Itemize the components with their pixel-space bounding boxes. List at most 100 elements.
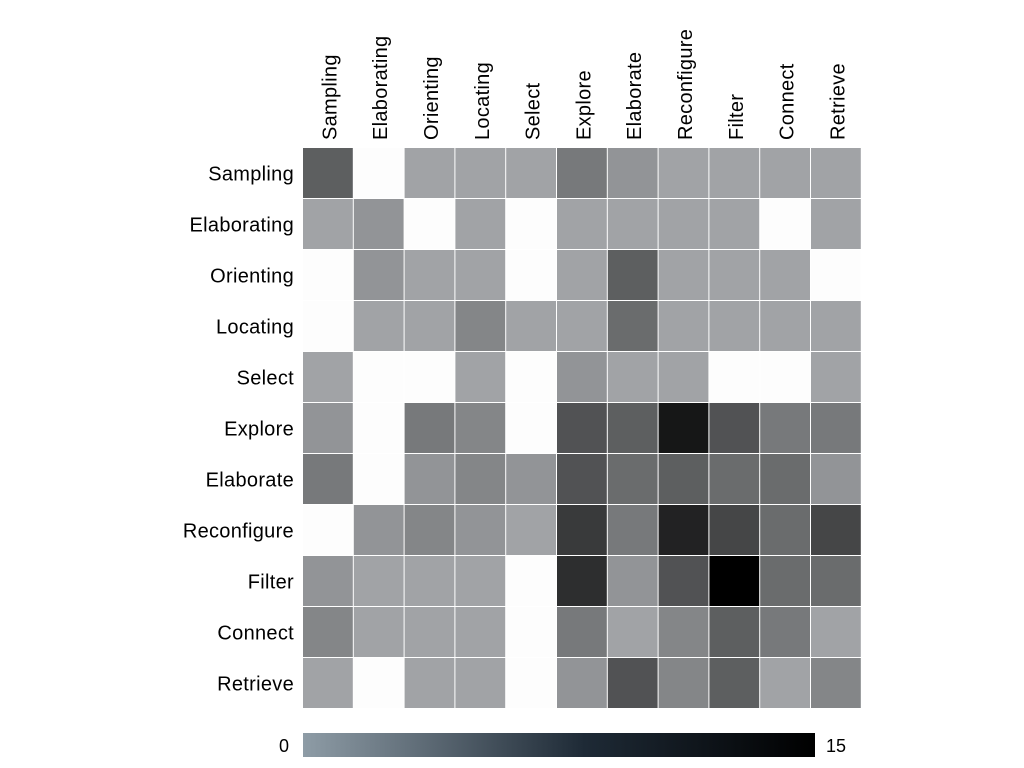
heatmap-cell-5-0 [303, 403, 353, 453]
heatmap-cell-4-7 [658, 352, 709, 402]
heatmap-cells [303, 148, 861, 708]
row-label: Select [237, 368, 295, 390]
column-label: Sampling [319, 54, 341, 140]
heatmap-cell-9-6 [607, 607, 658, 657]
row-label: Retrieve [217, 674, 294, 696]
heatmap-cell-2-3 [455, 250, 506, 300]
heatmap-cell-10-10 [811, 658, 861, 708]
heatmap-cell-0-8 [709, 148, 760, 198]
heatmap-cell-1-4 [506, 199, 556, 249]
heatmap-cell-5-6 [607, 403, 658, 453]
heatmap-cell-7-9 [760, 505, 810, 555]
heatmap-cell-2-0 [303, 250, 353, 300]
heatmap-cell-2-7 [658, 250, 709, 300]
heatmap-cell-7-4 [506, 505, 556, 555]
heatmap-cell-6-3 [455, 454, 506, 504]
heatmap-cell-3-1 [353, 301, 404, 351]
heatmap-cell-10-9 [760, 658, 810, 708]
heatmap-cell-6-7 [658, 454, 709, 504]
heatmap-cell-10-5 [557, 658, 607, 708]
heatmap-cell-1-0 [303, 199, 353, 249]
heatmap-cell-6-0 [303, 454, 353, 504]
heatmap-cell-0-2 [404, 148, 455, 198]
heatmap-cell-9-8 [709, 607, 760, 657]
heatmap-cell-9-5 [557, 607, 607, 657]
heatmap-cell-0-4 [506, 148, 556, 198]
heatmap-cell-4-5 [557, 352, 607, 402]
column-label: Retrieve [827, 63, 849, 140]
heatmap-cell-8-8 [709, 556, 760, 606]
heatmap-cell-5-2 [404, 403, 455, 453]
heatmap-cell-3-8 [709, 301, 760, 351]
heatmap-cell-8-5 [557, 556, 607, 606]
heatmap-cell-8-10 [811, 556, 861, 606]
heatmap-cell-10-4 [506, 658, 556, 708]
heatmap-cell-9-3 [455, 607, 506, 657]
heatmap-cell-8-9 [760, 556, 810, 606]
heatmap-cell-10-2 [404, 658, 455, 708]
heatmap-cell-3-7 [658, 301, 709, 351]
heatmap-cell-8-1 [353, 556, 404, 606]
row-label: Connect [217, 623, 294, 645]
row-label: Elaborate [206, 470, 294, 492]
row-label: Sampling [208, 164, 294, 186]
heatmap-cell-5-5 [557, 403, 607, 453]
heatmap-cell-7-10 [811, 505, 861, 555]
heatmap-cell-6-1 [353, 454, 404, 504]
heatmap-cell-7-0 [303, 505, 353, 555]
heatmap-cell-3-5 [557, 301, 607, 351]
column-label: Elaborate [624, 52, 646, 140]
colorbar-gradient [303, 733, 815, 757]
colorbar-max-label: 15 [826, 736, 846, 756]
heatmap-cell-8-0 [303, 556, 353, 606]
heatmap-cell-10-8 [709, 658, 760, 708]
heatmap-cell-4-10 [811, 352, 861, 402]
heatmap-cell-9-7 [658, 607, 709, 657]
heatmap-cell-1-6 [607, 199, 658, 249]
heatmap-cell-1-3 [455, 199, 506, 249]
heatmap-cell-7-8 [709, 505, 760, 555]
heatmap-cell-3-9 [760, 301, 810, 351]
heatmap-cell-8-7 [658, 556, 709, 606]
heatmap-cell-0-10 [811, 148, 861, 198]
heatmap-cell-7-6 [607, 505, 658, 555]
heatmap-cell-8-6 [607, 556, 658, 606]
heatmap-cell-4-1 [353, 352, 404, 402]
heatmap-cell-0-6 [607, 148, 658, 198]
column-label: Select [523, 82, 545, 140]
heatmap-cell-10-6 [607, 658, 658, 708]
heatmap-cell-4-3 [455, 352, 506, 402]
heatmap-cell-0-1 [353, 148, 404, 198]
heatmap-cell-2-10 [811, 250, 861, 300]
heatmap-cell-7-1 [353, 505, 404, 555]
row-label: Locating [216, 317, 294, 339]
heatmap-cell-6-2 [404, 454, 455, 504]
heatmap-cell-6-5 [557, 454, 607, 504]
heatmap-cell-6-10 [811, 454, 861, 504]
heatmap-cell-0-0 [303, 148, 353, 198]
heatmap-cell-9-9 [760, 607, 810, 657]
heatmap-cell-4-4 [506, 352, 556, 402]
heatmap-cell-3-6 [607, 301, 658, 351]
heatmap-cell-4-8 [709, 352, 760, 402]
heatmap-cell-9-2 [404, 607, 455, 657]
row-label: Orienting [210, 266, 294, 288]
heatmap-cell-7-5 [557, 505, 607, 555]
heatmap-cell-5-4 [506, 403, 556, 453]
column-label: Elaborating [370, 36, 392, 140]
heatmap-cell-0-5 [557, 148, 607, 198]
heatmap-cell-1-1 [353, 199, 404, 249]
colorbar-min-label: 0 [279, 736, 289, 756]
heatmap-cell-6-9 [760, 454, 810, 504]
column-label: Filter [726, 94, 748, 140]
heatmap-cell-9-1 [353, 607, 404, 657]
heatmap-cell-2-5 [557, 250, 607, 300]
heatmap-cell-10-7 [658, 658, 709, 708]
heatmap-cell-5-3 [455, 403, 506, 453]
heatmap-cell-2-1 [353, 250, 404, 300]
heatmap-cell-6-6 [607, 454, 658, 504]
heatmap-cell-3-3 [455, 301, 506, 351]
heatmap-cell-1-5 [557, 199, 607, 249]
heatmap-cell-5-9 [760, 403, 810, 453]
colorbar: 0 15 [279, 733, 846, 757]
